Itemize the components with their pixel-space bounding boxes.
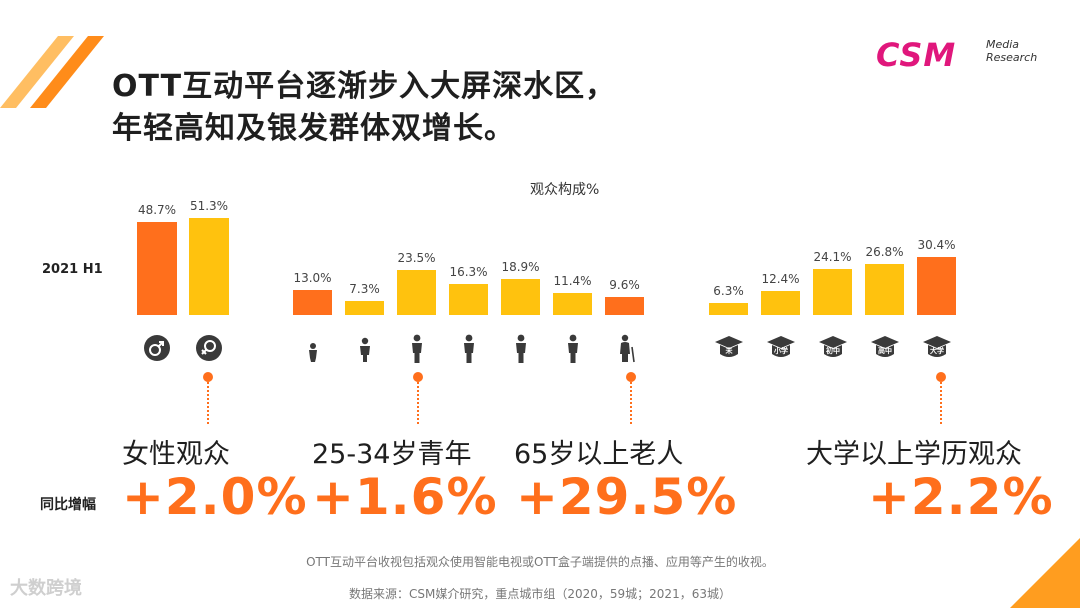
bar-age-1	[293, 290, 332, 315]
logo-sub-1: Media	[986, 38, 1020, 51]
education-level-label-1: 未	[725, 346, 733, 355]
title-line-1: OTT互动平台逐渐步入大屏深水区，	[112, 69, 617, 104]
bar-value-age-4: 16.3%	[449, 265, 488, 279]
bar-education-1	[709, 303, 748, 315]
education-level-label-5: 大学	[930, 346, 944, 355]
graduation-cap-icon: 大学	[922, 336, 951, 357]
education-level-label-4: 高中	[878, 346, 892, 355]
bar-value-age-7: 9.6%	[609, 278, 640, 292]
bar-age-4	[449, 284, 488, 315]
bar-value-age-3: 23.5%	[397, 251, 436, 265]
bar-gender-1	[137, 222, 177, 315]
female-icon	[196, 335, 222, 361]
highlight-label-elder: 65岁以上老人	[514, 439, 684, 470]
growth-female: +2.0%	[122, 468, 308, 526]
bar-value-education-4: 26.8%	[865, 245, 904, 259]
bar-value-age-6: 11.4%	[553, 274, 592, 288]
bar-age-3	[397, 270, 436, 315]
highlight-label-college: 大学以上学历观众	[806, 439, 1022, 470]
young-adult-icon	[411, 334, 422, 363]
bar-value-education-2: 12.4%	[761, 272, 800, 286]
bar-age-7	[605, 297, 644, 315]
graduation-cap-icon: 初中	[818, 336, 847, 357]
bar-age-5	[501, 279, 540, 315]
bar-value-gender-2: 51.3%	[189, 199, 229, 213]
bar-education-2	[761, 291, 800, 315]
growth-young: +1.6%	[312, 468, 498, 526]
connector-dot-young	[413, 372, 423, 382]
connector-female	[207, 378, 209, 424]
footnote-definition: OTT互动平台收视包括观众使用智能电视或OTT盒子端提供的点播、应用等产生的收视…	[306, 555, 774, 569]
title-line-2: 年轻高知及银发群体双增长。	[112, 111, 515, 146]
yoy-label: 同比增幅	[40, 497, 96, 513]
education-level-label-3: 初中	[826, 346, 840, 355]
bar-age-2	[345, 301, 384, 315]
graduation-cap-icon: 小学	[766, 336, 795, 357]
education-level-label-2: 小学	[773, 346, 788, 355]
graduation-cap-icon: 高中	[870, 336, 899, 357]
highlight-label-young: 25-34岁青年	[312, 439, 472, 470]
connector-dot-elder	[626, 372, 636, 382]
footnote-source: 数据来源：CSM媒介研究，重点城市组（2020，59城；2021，63城）	[349, 587, 731, 601]
growth-college: +2.2%	[868, 468, 1054, 526]
connector-dot-college	[936, 372, 946, 382]
highlight-label-female: 女性观众	[122, 439, 230, 470]
child-icon	[308, 343, 317, 362]
logo-brand: CSM	[876, 36, 957, 74]
adult-icon	[463, 334, 474, 363]
bar-education-3	[813, 269, 852, 315]
male-icon	[144, 335, 170, 361]
corner-triangle	[1010, 538, 1080, 608]
bar-value-age-5: 18.9%	[501, 260, 540, 274]
connector-dot-female	[203, 372, 213, 382]
bar-education-4	[865, 264, 904, 315]
bar-value-age-1: 13.0%	[293, 271, 332, 285]
graduation-cap-icon: 未	[714, 336, 743, 357]
elder-with-cane-icon	[619, 334, 635, 363]
bar-value-gender-1: 48.7%	[137, 203, 177, 217]
bar-value-education-3: 24.1%	[813, 250, 852, 264]
chart-title: 观众构成%	[530, 182, 600, 198]
logo-sub-2: Research	[986, 51, 1038, 64]
teen-icon	[359, 337, 370, 362]
bar-gender-2	[189, 218, 229, 315]
bar-age-6	[553, 293, 592, 315]
bar-value-education-1: 6.3%	[713, 284, 744, 298]
adult-icon	[515, 334, 526, 363]
bar-education-5	[917, 257, 956, 315]
growth-elder: +29.5%	[516, 468, 738, 526]
csm-logo: CSM Media Research	[876, 36, 1046, 76]
page-title: OTT互动平台逐渐步入大屏深水区， 年轻高知及银发群体双增长。	[112, 66, 616, 150]
logo-subtext: Media Research	[986, 38, 1037, 64]
bar-value-age-2: 7.3%	[349, 282, 380, 296]
row-label: 2021 H1	[42, 262, 103, 277]
connector-young	[417, 378, 419, 424]
accent-stripes	[0, 36, 104, 108]
middle-age-icon	[567, 334, 578, 363]
bar-value-education-5: 30.4%	[917, 238, 956, 252]
watermark: 大数跨境	[10, 578, 82, 599]
connector-elder	[630, 378, 632, 424]
connector-college	[940, 378, 942, 424]
